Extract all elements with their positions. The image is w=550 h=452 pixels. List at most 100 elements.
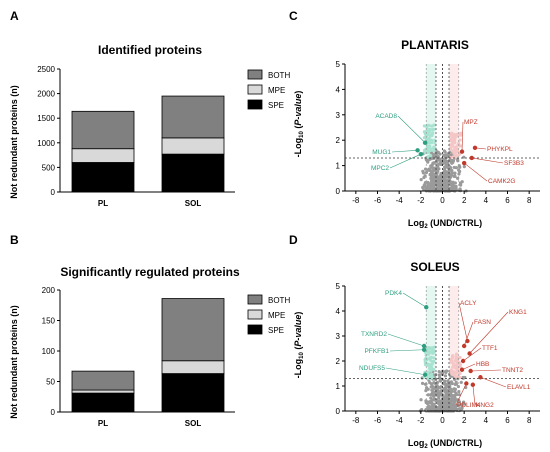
chart-d-xtick-label: 8	[527, 416, 532, 425]
chart-c-point-ns	[457, 172, 461, 176]
chart-d-point-down	[430, 374, 434, 378]
chart-d-point-ns	[420, 381, 425, 385]
chart-a-bar-mpe-pl	[71, 148, 135, 163]
chart-d-point-ns	[437, 395, 441, 399]
chart-c-point-ns	[450, 160, 454, 164]
chart-b-category-label: PL	[98, 419, 108, 428]
chart-d-point-ns	[432, 402, 436, 406]
chart-d-label-pfkfb1: PFKFB1	[364, 348, 389, 355]
chart-c-point-up	[449, 138, 453, 142]
chart-c-point-up	[458, 144, 462, 148]
chart-d-leader-line	[480, 376, 507, 388]
chart-c-leader-line	[389, 153, 421, 169]
chart-b-category-label: SOL	[185, 419, 202, 428]
chart-c-point-up	[458, 138, 462, 142]
chart-c-point-ns	[452, 165, 456, 170]
panel-letter-a: A	[10, 9, 19, 23]
chart-d-xtick-label: -2	[417, 416, 425, 425]
chart-c-point-ns	[421, 169, 425, 173]
chart-c-point-ns	[453, 187, 457, 191]
chart-c-leader-line	[463, 162, 488, 182]
chart-a-bar-spe-sol	[161, 153, 225, 193]
chart-d-ytick-label: 3	[336, 332, 341, 341]
chart-d-point-tnnt2	[468, 368, 473, 374]
chart-c-point-ns	[442, 167, 447, 172]
chart-a-legend-label-spe: SPE	[268, 101, 284, 110]
chart-a-category-label: PL	[98, 199, 108, 208]
chart-c-point-down	[430, 133, 434, 138]
chart-d-xtick-label: 0	[440, 416, 445, 425]
chart-c-point-down	[426, 150, 430, 154]
chart-c-point-ns	[426, 186, 430, 190]
chart-b-bar-both-pl	[71, 370, 135, 391]
chart-d-point-ns	[424, 408, 428, 412]
chart-c-point-down	[433, 141, 437, 145]
chart-b-ytick-label: 100	[42, 347, 56, 356]
chart-c-point-ns	[426, 168, 430, 172]
chart-d-point-up	[452, 372, 457, 376]
chart-d-point-hbb	[459, 367, 465, 372]
chart-d-point-elavl1	[478, 375, 483, 380]
chart-c-xtick-label: -4	[396, 196, 404, 205]
chart-d-point-pdlim4	[464, 381, 469, 386]
chart-d-down-region	[426, 286, 436, 379]
chart-d-ylabel: -Log10 (P-value)	[293, 312, 305, 379]
chart-c-point-ns	[430, 163, 434, 167]
chart-a-bar-both-sol	[161, 95, 225, 139]
chart-c-point-up	[449, 146, 453, 150]
chart-d-point-ns	[420, 408, 424, 412]
chart-d-point-kng1	[467, 351, 472, 356]
chart-a-legend-label-mpe: MPE	[268, 86, 285, 95]
chart-c-label-sf3b3: SF3B3	[504, 160, 524, 167]
chart-d-point-ns	[437, 373, 441, 377]
chart-d-point-ns	[440, 388, 444, 392]
chart-c-xtick-label: -2	[417, 196, 425, 205]
chart-c-point-ns	[444, 163, 448, 168]
chart-b-legend-label-spe: SPE	[268, 326, 284, 335]
chart-a-ytick-label: 2000	[37, 90, 55, 99]
panel-letter-c: C	[289, 9, 298, 23]
chart-c-label-mug1: MUG1	[372, 149, 391, 156]
chart-c-ytick-label: 5	[336, 60, 341, 69]
chart-c-point-ns	[440, 176, 444, 181]
chart-c-point-ns	[442, 149, 446, 153]
chart-c-point-ns	[432, 161, 436, 165]
chart-b-title: Significantly regulated proteins	[60, 265, 240, 279]
chart-d-point-ns	[453, 394, 457, 398]
chart-c-xtick-label: -8	[352, 196, 360, 205]
chart-a-legend-label-both: BOTH	[268, 71, 290, 80]
chart-c-point-ns	[453, 181, 457, 185]
chart-c-point-ns	[423, 185, 428, 189]
chart-d-leader-line	[463, 321, 474, 347]
chart-d-point-up	[449, 371, 454, 375]
chart-d-ytick-label: 1	[336, 382, 341, 391]
chart-a-ylabel: Not redundant proteins (n)	[9, 85, 19, 199]
chart-d-point-ns	[435, 380, 440, 385]
chart-c-label-acad8: ACAD8	[375, 113, 397, 120]
chart-c-xtick-label: 8	[527, 196, 532, 205]
chart-d-point-up	[451, 365, 455, 369]
chart-c-point-down	[428, 127, 432, 132]
chart-c-point-ns	[454, 184, 458, 189]
chart-d-label-kng1: KNG1	[509, 309, 527, 316]
chart-b-ylabel: Not redundant proteins (n)	[9, 305, 19, 419]
chart-a-ytick-label: 0	[51, 188, 56, 197]
chart-b-ytick-label: 150	[42, 317, 56, 326]
chart-d-point-ttf1	[460, 358, 466, 364]
chart-c-point-ns	[444, 153, 448, 157]
chart-c-label-phykpl: PHYKPL	[487, 146, 513, 153]
chart-c-point-ns	[427, 158, 431, 162]
chart-c-leader-line	[391, 150, 418, 153]
chart-b-legend-swatch-both	[247, 294, 263, 305]
chart-d-point-up	[458, 365, 462, 369]
chart-c-point-ns	[429, 188, 433, 193]
chart-b-bar-mpe-pl	[71, 389, 135, 394]
chart-c-ytick-label: 1	[336, 162, 341, 171]
chart-d-point-ns	[454, 382, 459, 386]
chart-b-legend-swatch-spe	[247, 324, 263, 335]
chart-d-point-up	[458, 355, 462, 360]
chart-d-xtick-label: 4	[484, 416, 489, 425]
chart-d-ytick-label: 5	[336, 282, 341, 291]
chart-d-point-up	[458, 375, 462, 380]
chart-d-point-ns	[446, 383, 450, 387]
